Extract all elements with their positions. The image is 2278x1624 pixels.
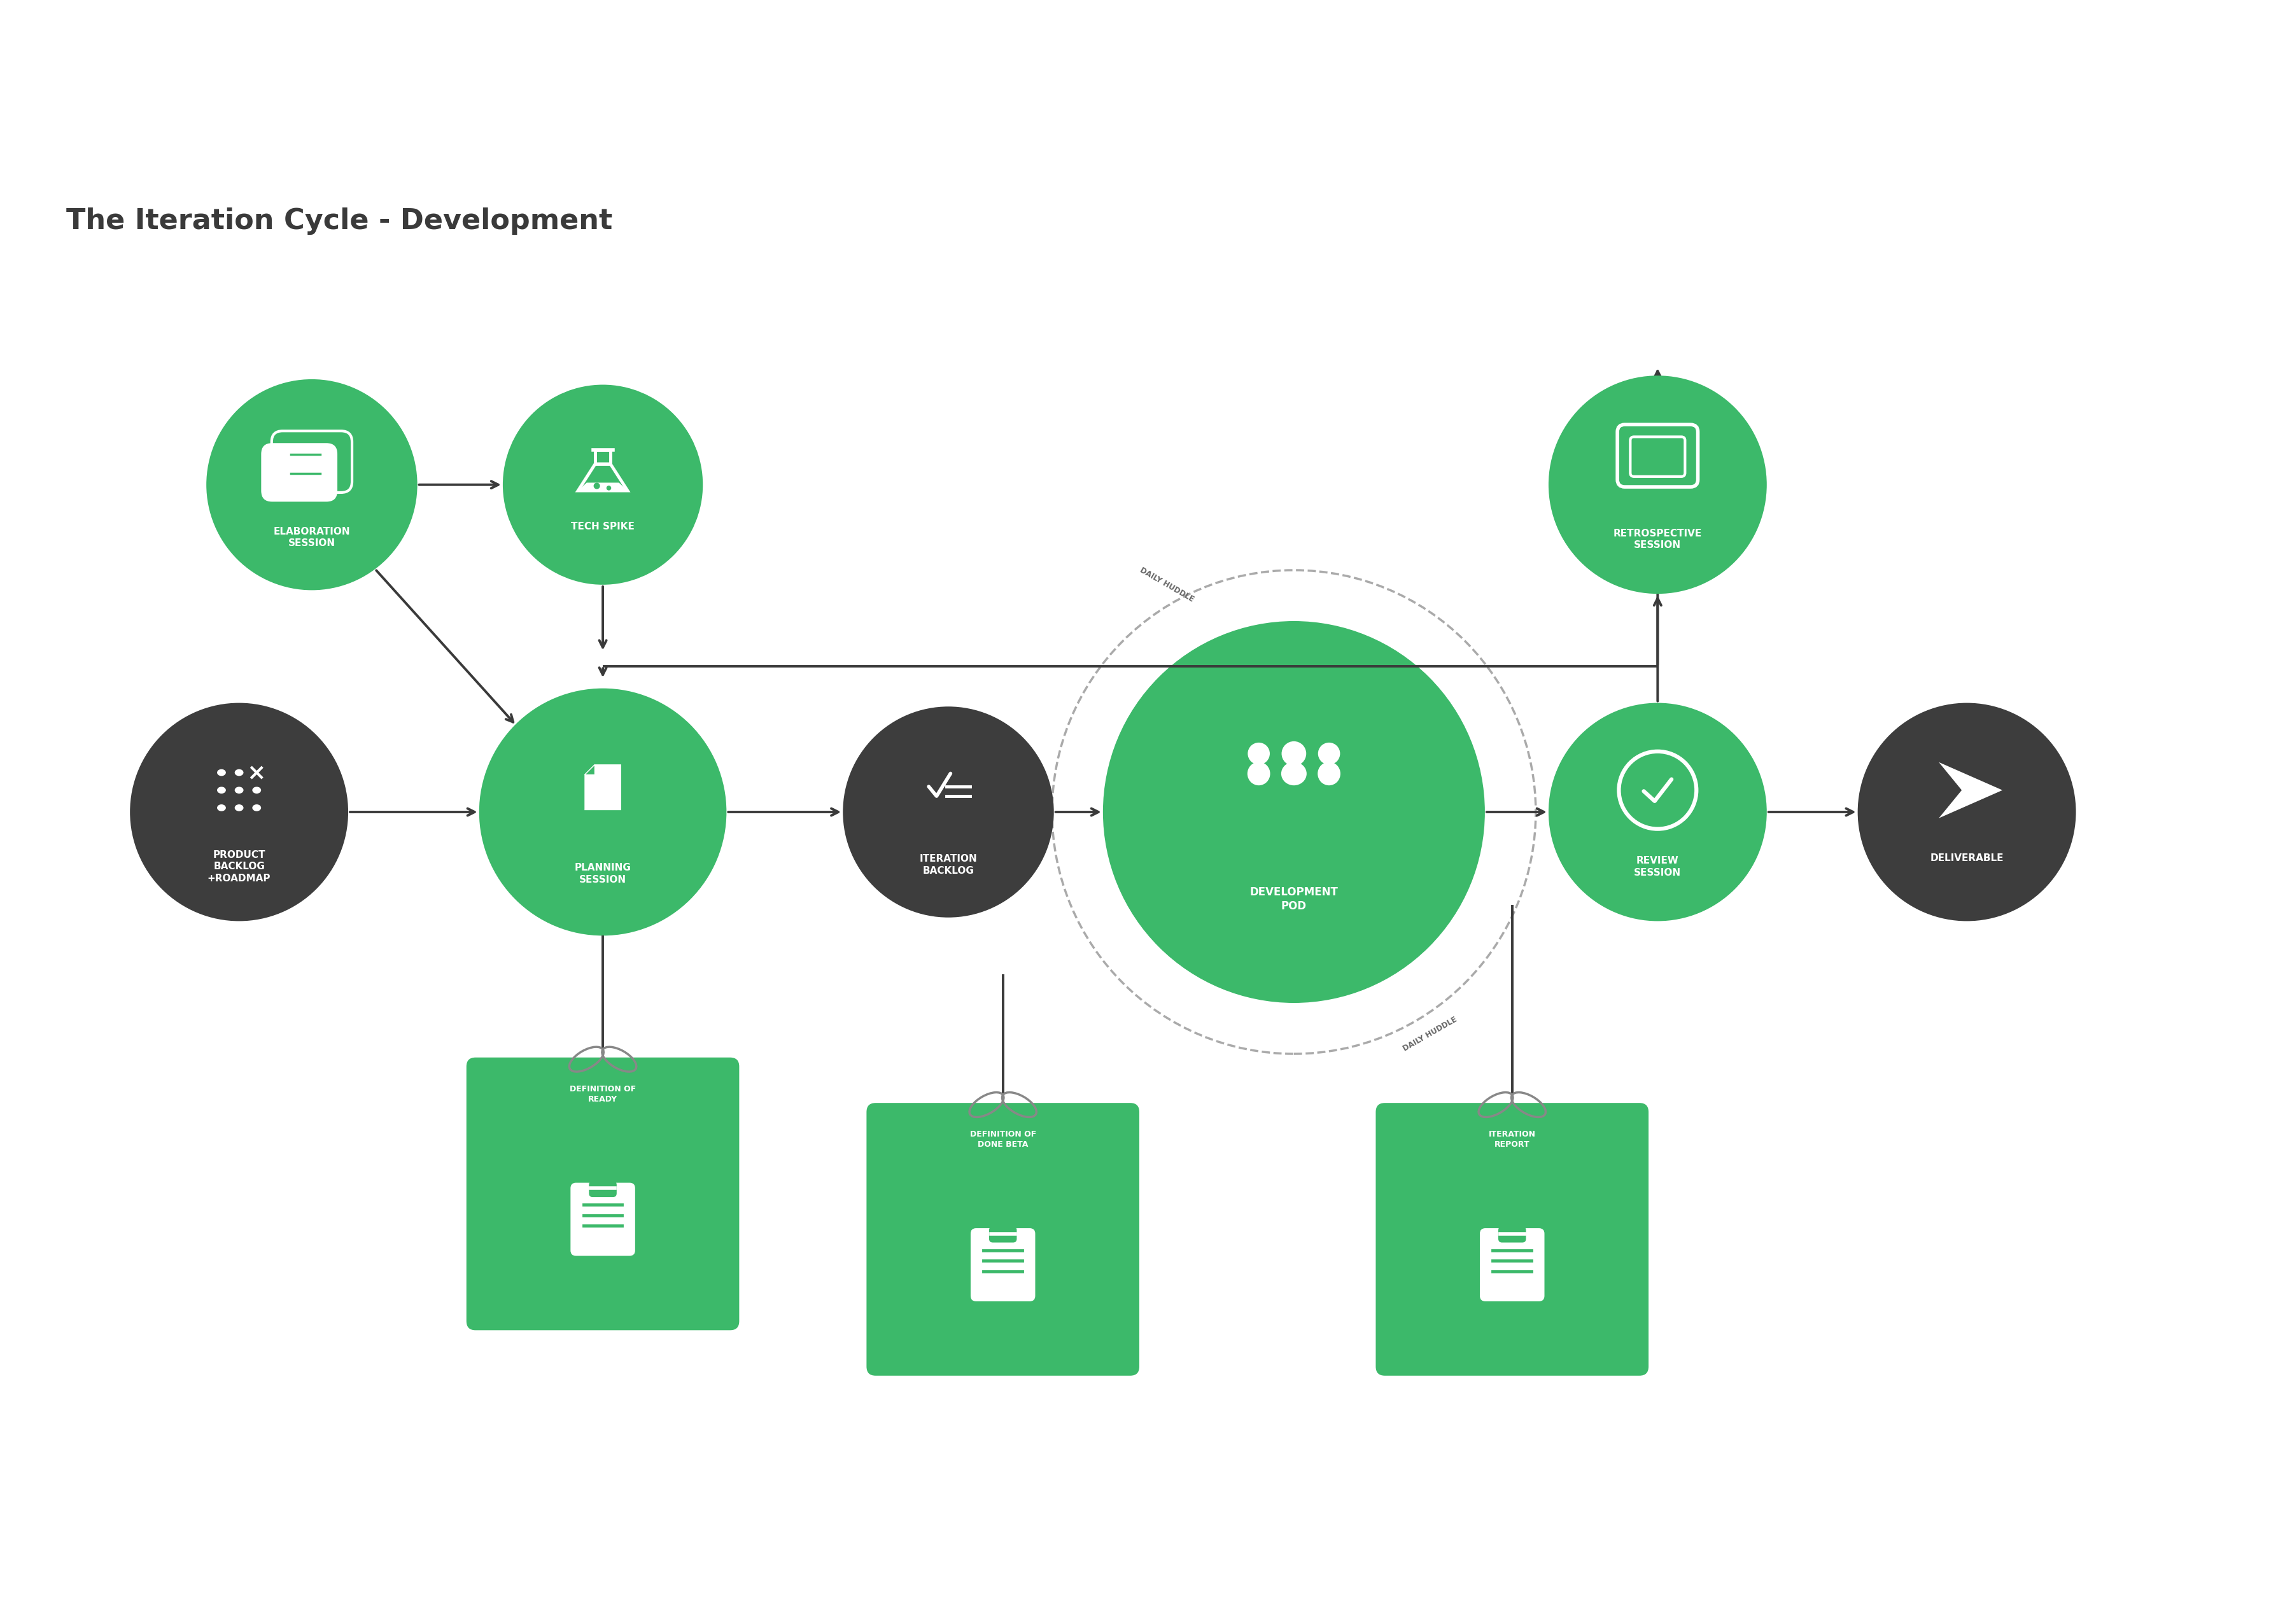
Text: DELIVERABLE: DELIVERABLE xyxy=(1929,853,2002,862)
Bar xyxy=(595,450,611,464)
Circle shape xyxy=(503,385,702,585)
Text: DAILY HUDDLE: DAILY HUDDLE xyxy=(1137,565,1194,604)
Circle shape xyxy=(606,486,611,490)
Polygon shape xyxy=(579,482,626,490)
Ellipse shape xyxy=(216,770,226,776)
Ellipse shape xyxy=(1317,762,1339,786)
FancyBboxPatch shape xyxy=(866,1103,1139,1376)
Ellipse shape xyxy=(253,804,262,810)
FancyBboxPatch shape xyxy=(970,1228,1034,1301)
Text: TECH SPIKE: TECH SPIKE xyxy=(572,521,633,531)
Circle shape xyxy=(843,706,1052,918)
Polygon shape xyxy=(585,765,595,775)
Circle shape xyxy=(130,703,349,921)
Circle shape xyxy=(595,482,599,489)
Circle shape xyxy=(1317,742,1339,765)
Ellipse shape xyxy=(1280,762,1305,786)
Text: PLANNING
SESSION: PLANNING SESSION xyxy=(574,862,631,885)
Ellipse shape xyxy=(235,804,244,810)
Ellipse shape xyxy=(1246,762,1269,786)
Circle shape xyxy=(478,689,727,935)
Circle shape xyxy=(1549,375,1765,594)
Text: ITERATION
REPORT: ITERATION REPORT xyxy=(1488,1130,1535,1148)
FancyBboxPatch shape xyxy=(467,1057,738,1330)
Ellipse shape xyxy=(253,786,262,794)
Text: REVIEW
SESSION: REVIEW SESSION xyxy=(1633,856,1681,877)
Text: The Iteration Cycle - Development: The Iteration Cycle - Development xyxy=(66,208,613,235)
Ellipse shape xyxy=(216,804,226,810)
FancyBboxPatch shape xyxy=(570,1182,636,1255)
FancyBboxPatch shape xyxy=(1499,1226,1526,1242)
Text: ITERATION
BACKLOG: ITERATION BACKLOG xyxy=(920,854,977,875)
Text: DEVELOPMENT
POD: DEVELOPMENT POD xyxy=(1248,887,1337,913)
Text: PRODUCT
BACKLOG
+ROADMAP: PRODUCT BACKLOG +ROADMAP xyxy=(207,849,271,883)
FancyBboxPatch shape xyxy=(989,1226,1016,1242)
FancyBboxPatch shape xyxy=(1376,1103,1647,1376)
Circle shape xyxy=(1280,741,1305,767)
Text: DEFINITION OF
DONE BETA: DEFINITION OF DONE BETA xyxy=(970,1130,1036,1148)
Ellipse shape xyxy=(235,770,244,776)
Text: DEFINITION OF
READY: DEFINITION OF READY xyxy=(570,1085,636,1103)
Circle shape xyxy=(1103,620,1485,1004)
Ellipse shape xyxy=(235,786,244,794)
FancyBboxPatch shape xyxy=(1478,1228,1544,1301)
Polygon shape xyxy=(1939,762,2002,818)
FancyBboxPatch shape xyxy=(588,1181,617,1197)
Text: DAILY HUDDLE: DAILY HUDDLE xyxy=(1401,1015,1458,1052)
Text: ELABORATION
SESSION: ELABORATION SESSION xyxy=(273,526,351,549)
Ellipse shape xyxy=(216,786,226,794)
Circle shape xyxy=(1857,703,2075,921)
FancyBboxPatch shape xyxy=(262,443,337,502)
Text: RETROSPECTIVE
SESSION: RETROSPECTIVE SESSION xyxy=(1613,528,1702,551)
Circle shape xyxy=(1549,703,1765,921)
Circle shape xyxy=(207,380,417,590)
Polygon shape xyxy=(585,765,622,810)
Circle shape xyxy=(1248,742,1269,765)
